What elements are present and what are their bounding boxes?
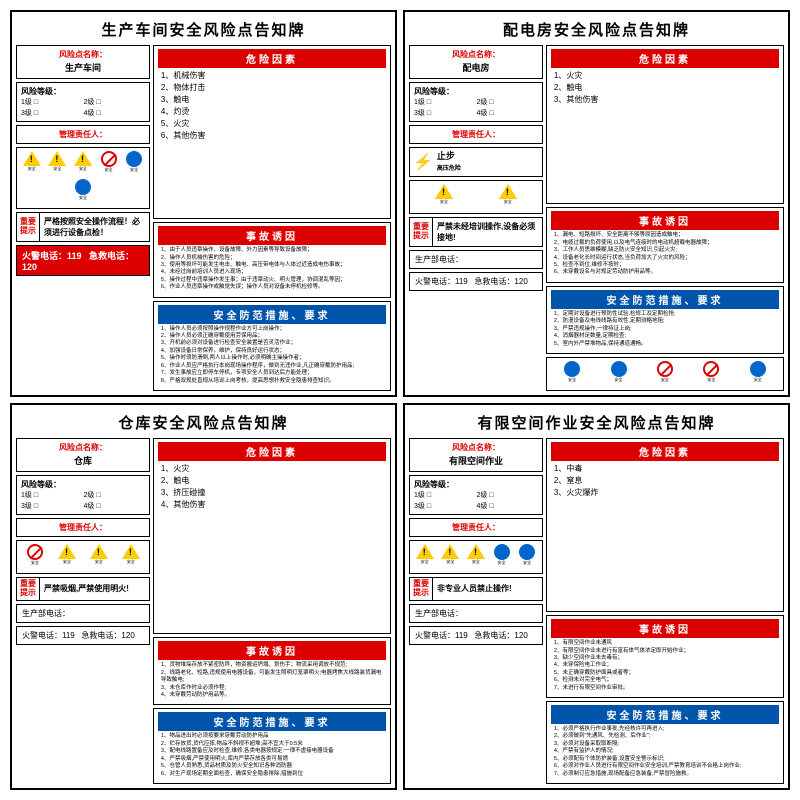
measure-box: 安全防范措施、要求 1、必须严格执行作业事批,先经核许可再进入;2、必须做到"先… (546, 701, 784, 784)
warning-icon: 安全 (433, 184, 455, 210)
hazard-box: 危险因素 1、机械伤害2、物体打击3、触电4、灼烫5、火灾6、其他伤害 (153, 45, 391, 219)
warning-icon: 安全 (608, 361, 630, 387)
card-title: 配电房安全风险点告知牌 (409, 16, 784, 45)
risk-name-box: 风险点名称： 仓库 (16, 438, 150, 472)
cause-box: 事故诱因 1、货物堆垛存放不紧密防异，物资搬运坍塌、划伤手；物流采用调放不规范;… (153, 637, 391, 705)
warning-icon: 安全 (72, 151, 94, 177)
warning-icons: 安全 安全 (409, 180, 543, 214)
risk-name-box: 风险点名称： 生产车间 (16, 45, 150, 79)
measure-box: 安全防范措施、要求 1、操作人员必须按照操作规程作业方可上岗操作；2、操作人员必… (153, 301, 391, 391)
dept-phone: 生产部电话： (16, 604, 150, 623)
risk-level-box: 风险等级： 1级2级3级4级 (409, 475, 543, 515)
warning-icon: 安全 (465, 544, 487, 570)
warning-icon: 安全 (88, 544, 110, 570)
risk-level-box: 风险等级： 1级2级3级4级 (16, 475, 150, 515)
tip-row: 重要提示 严格按照安全操作流程！必须进行设备点检！ (16, 212, 150, 242)
measure-box: 安全防范措施、要求 1、物品进出时必须按要求穿戴劳动防护用品2、贮存放货,货代应… (153, 708, 391, 784)
phone-bar: 火警电话：119 急救电话：120 (409, 626, 543, 645)
warning-icon: 安全 (56, 544, 78, 570)
phone-bar: 火警电话：119 急救电话：120 (16, 245, 150, 276)
stop-sign: ⚡ 止步高压危险 (409, 147, 543, 177)
risk-level-box: 风险等级： 1级2级3级4级 (409, 82, 543, 122)
safety-card-0: 生产车间安全风险点告知牌 风险点名称： 生产车间 风险等级： 1级2级3级4级 … (10, 10, 397, 397)
risk-name-box: 风险点名称： 配电房 (409, 45, 543, 79)
warning-icon: 安全 (414, 544, 436, 570)
cause-box: 事故诱因 1、漏电、短路损坏、安全距离不够等原因造成触电；2、电缆过载的负荷使用… (546, 207, 784, 283)
dept-phone: 生产部电话： (409, 250, 543, 269)
dept-phone: 生产部电话： (409, 604, 543, 623)
warning-icon: 安全 (561, 361, 583, 387)
warning-icons: 安全安全安全安全安全安全 (16, 147, 150, 209)
manager-box: 管理责任人： (409, 125, 543, 144)
warning-icon: 安全 (120, 544, 142, 570)
tip-row: 重要提示 严禁吸烟,严禁使用明火! (16, 577, 150, 601)
warning-icon: 安全 (747, 361, 769, 387)
warning-icon: 安全 (491, 544, 513, 570)
tip-row: 重要提示 非专业人员禁止操作! (409, 577, 543, 601)
safety-card-3: 有限空间作业安全风险点告知牌 风险点名称： 有限空间作业 风险等级： 1级2级3… (403, 403, 790, 790)
warning-icons: 安全安全安全安全安全 (409, 540, 543, 574)
hazard-box: 危险因素 1、火灾2、触电3、挤压碰撞4、其他伤害 (153, 438, 391, 634)
phone-bar: 火警电话：119 急救电话：120 (409, 272, 543, 291)
measure-box: 安全防范措施、要求 1、定期对设备进行预防性试验,检修工及定期检抢;2、防漫设备… (546, 286, 784, 354)
warning-icon: 安全 (21, 151, 43, 177)
safety-card-2: 仓库安全风险点告知牌 风险点名称： 仓库 风险等级： 1级2级3级4级 管理责任… (10, 403, 397, 790)
tip-row: 重要提示 严禁未经培训操作,设备必须接地! (409, 217, 543, 247)
bottom-icons: 安全安全安全安全安全 (546, 357, 784, 391)
card-title: 生产车间安全风险点告知牌 (16, 16, 391, 45)
hazard-box: 危险因素 1、火灾2、触电3、其他伤害 (546, 45, 784, 204)
warning-icon: 安全 (497, 184, 519, 210)
warning-icon: 安全 (700, 361, 722, 387)
warning-icon: 安全 (72, 179, 94, 205)
safety-card-1: 配电房安全风险点告知牌 风险点名称： 配电房 风险等级： 1级2级3级4级 管理… (403, 10, 790, 397)
manager-box: 管理责任人： (16, 518, 150, 537)
cause-box: 事故诱因 1、由于人员违章操作、设备故障、外力因素等导致设备故障；2、操作人员机… (153, 222, 391, 298)
card-title: 仓库安全风险点告知牌 (16, 409, 391, 438)
warning-icon: 安全 (654, 361, 676, 387)
warning-icons: 安全安全安全安全 (16, 540, 150, 574)
card-title: 有限空间作业安全风险点告知牌 (409, 409, 784, 438)
warning-icon: 安全 (439, 544, 461, 570)
risk-name-box: 风险点名称： 有限空间作业 (409, 438, 543, 472)
risk-level-box: 风险等级： 1级2级3级4级 (16, 82, 150, 122)
warning-icon: 安全 (123, 151, 145, 177)
hazard-box: 危险因素 1、中毒2、窒息3、火灾爆炸 (546, 438, 784, 612)
cause-box: 事故诱因 1、有限空间作业未通风2、有限空间作业未进行有富有体气体浓定即开始作业… (546, 615, 784, 698)
manager-box: 管理责任人： (16, 125, 150, 144)
warning-icon: 安全 (98, 151, 120, 177)
warning-icon: 安全 (46, 151, 68, 177)
phone-bar: 火警电话：119 急救电话：120 (16, 626, 150, 645)
warning-icon: 安全 (24, 544, 46, 570)
manager-box: 管理责任人： (409, 518, 543, 537)
warning-icon: 安全 (516, 544, 538, 570)
